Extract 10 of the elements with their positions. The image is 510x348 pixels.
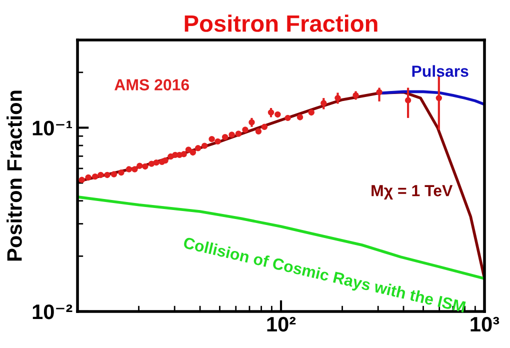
x-tick-label: 10³ [470,316,500,332]
series-label: Pulsars [412,65,468,77]
x-tick-label: 10² [267,316,296,332]
text: Collision of Cosmic Rays with the ISM [182,236,466,316]
chart-title: Positron Fraction [184,14,378,32]
series-label: Mχ = 1 TeV [372,185,453,200]
text: AMS 2016 [114,79,190,90]
y-tick-label: 10⁻² [32,304,72,320]
y-axis-title: Positron Fraction [6,90,22,261]
y-tick-label: 10⁻¹ [32,120,72,136]
